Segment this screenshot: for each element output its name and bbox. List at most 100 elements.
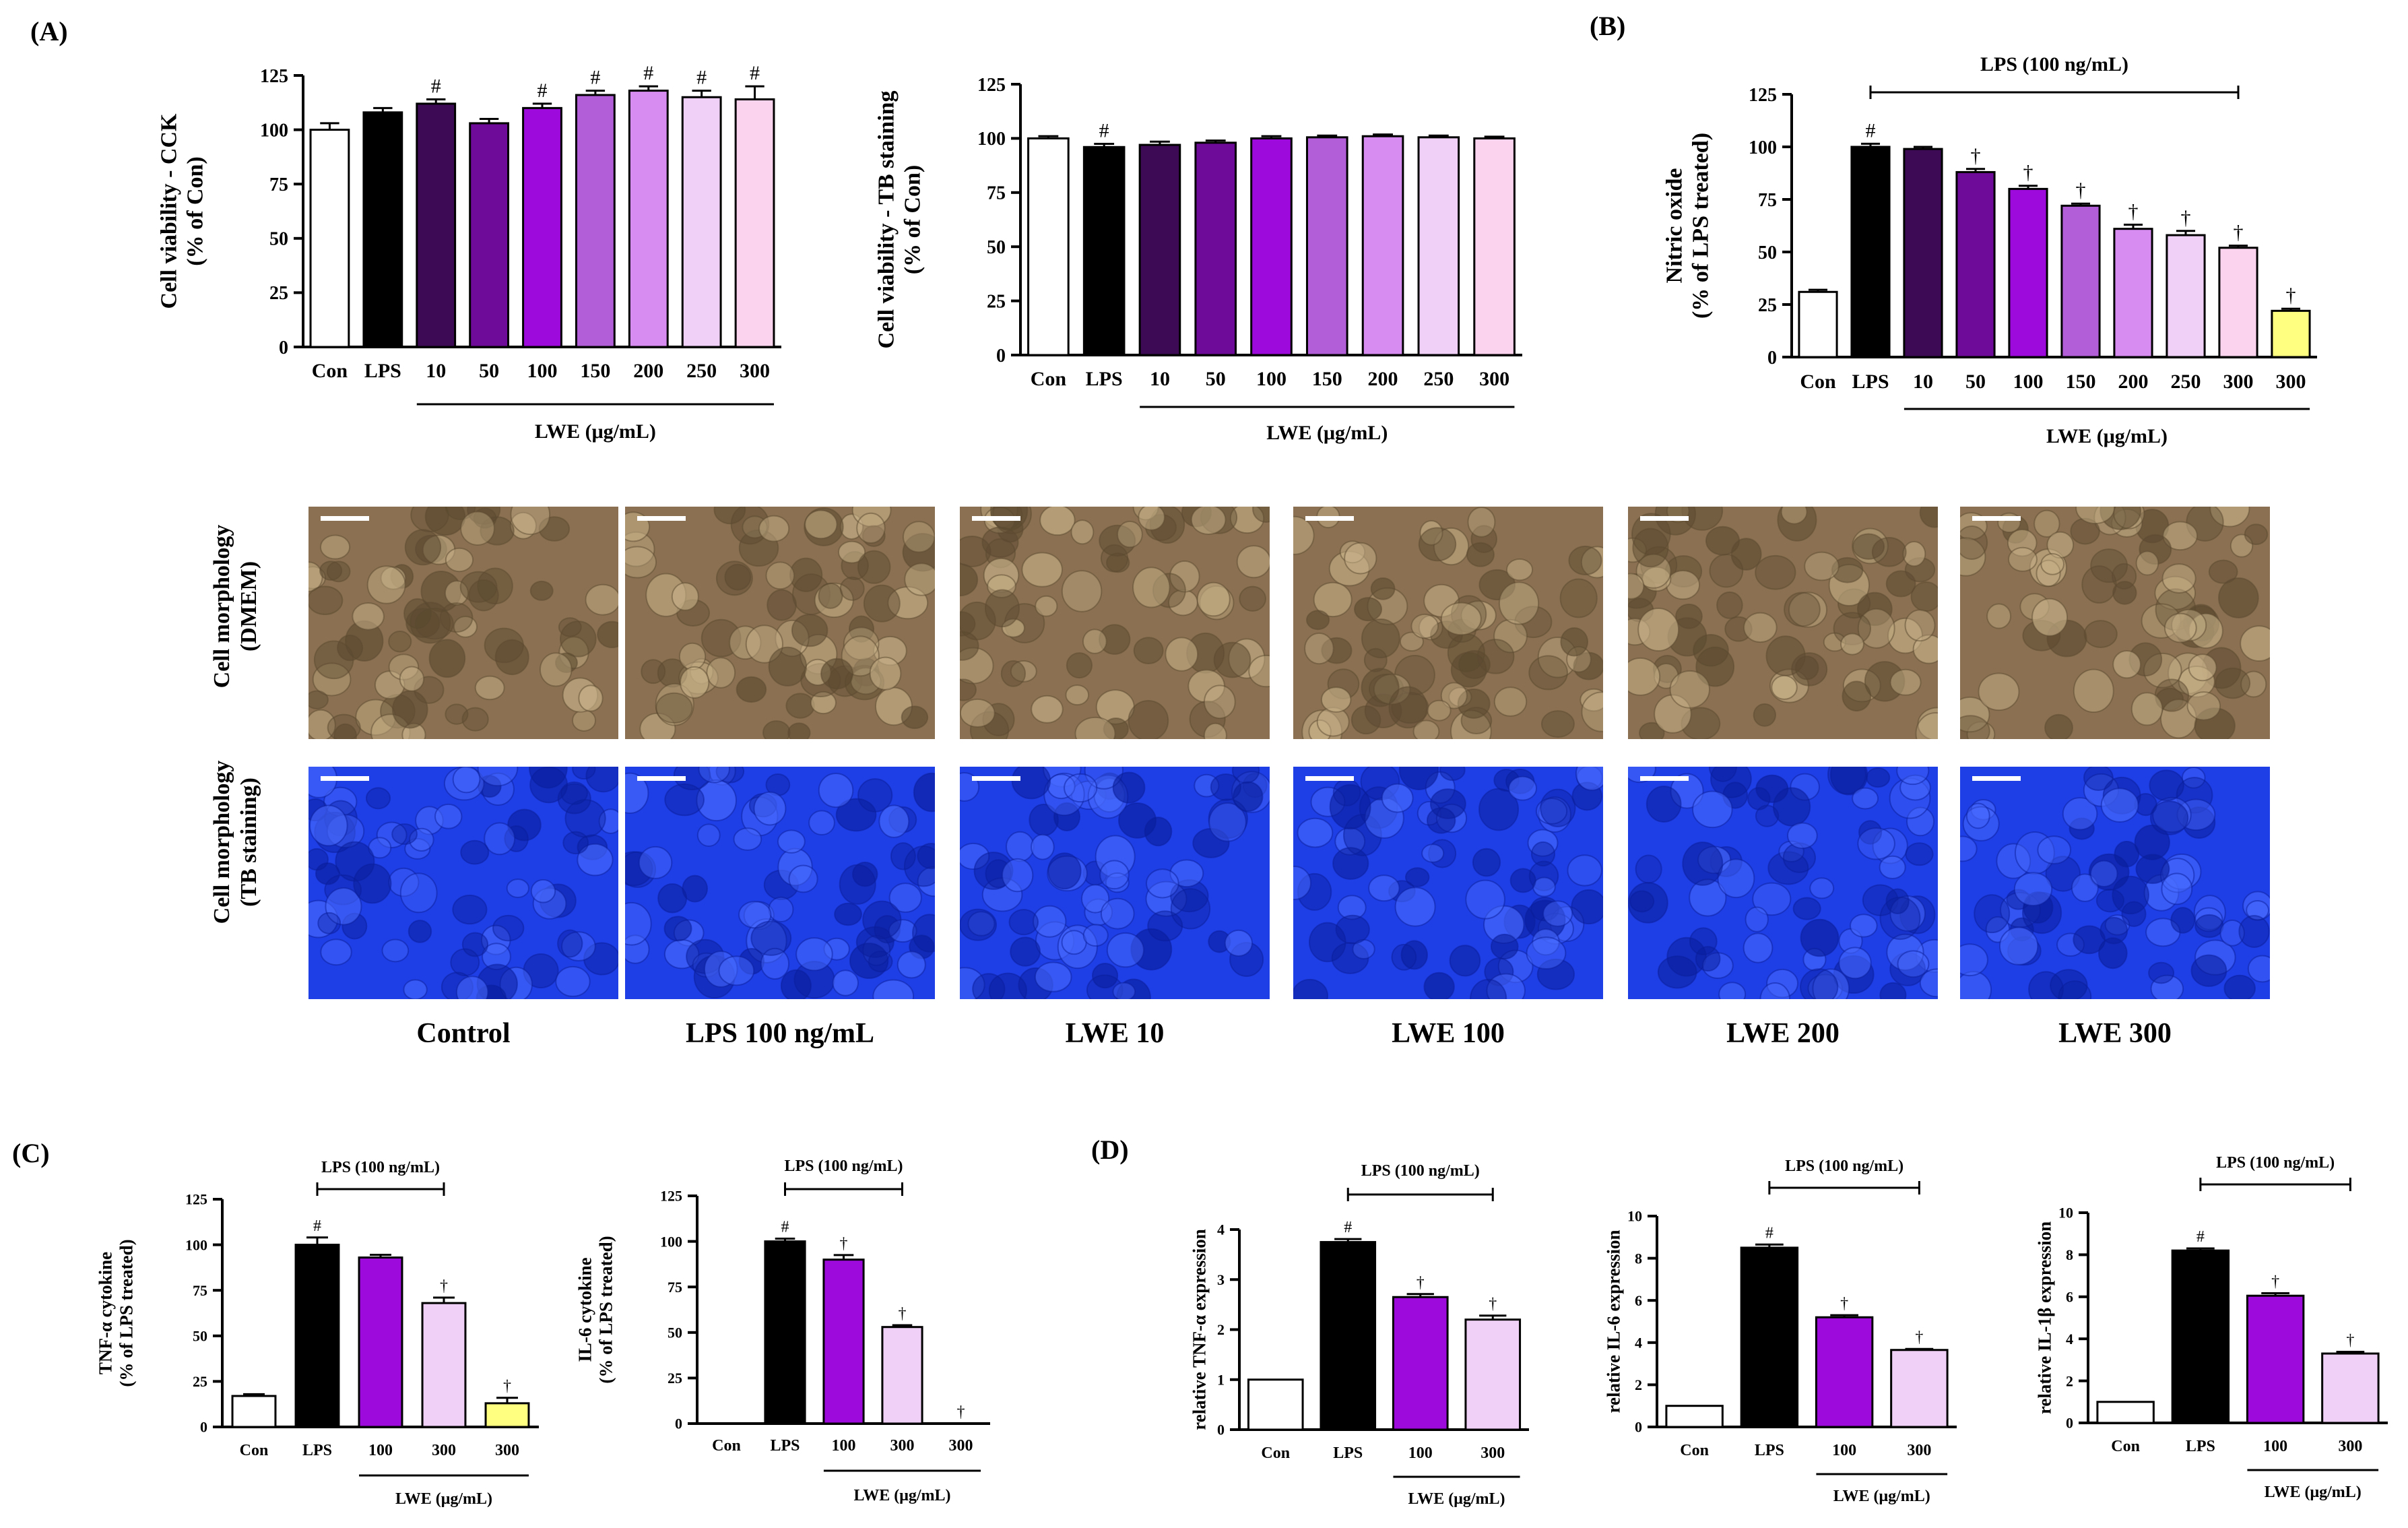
cell	[1196, 581, 1231, 617]
cell	[1879, 855, 1906, 880]
cell	[1831, 556, 1864, 583]
cell	[2161, 563, 2197, 594]
cell	[1293, 978, 1329, 999]
significance-mark: #	[781, 1219, 789, 1236]
cell	[1527, 829, 1559, 857]
significance-mark: †	[2234, 222, 2244, 244]
bar-250	[1417, 136, 1460, 356]
cell	[1540, 710, 1575, 738]
cell	[1313, 581, 1353, 618]
significance-mark: †	[957, 1403, 965, 1421]
cell	[1771, 674, 1798, 700]
cell	[1138, 507, 1165, 531]
cell	[625, 901, 652, 946]
cell	[2155, 588, 2197, 631]
cell	[1031, 833, 1055, 860]
cell	[1965, 802, 1990, 829]
bar-lps	[2171, 1249, 2230, 1424]
cell	[818, 582, 843, 609]
cell	[1960, 537, 1986, 577]
micrograph-cells	[960, 767, 1270, 999]
cell	[2194, 707, 2236, 739]
cell	[2037, 835, 2072, 865]
x-tick-label: 100	[368, 1442, 393, 1459]
cell	[1960, 835, 1978, 862]
cell	[1657, 955, 1697, 989]
bar-lps	[1850, 146, 1891, 358]
cell	[510, 507, 551, 536]
micrograph-dmem-1	[625, 507, 935, 739]
significance-mark: #	[1866, 119, 1876, 141]
cell	[862, 900, 902, 940]
bar-300	[421, 1302, 467, 1428]
cell	[2045, 856, 2081, 892]
y-axis-label: TNF-α cytokine(% of LPS treated)	[95, 1239, 136, 1387]
cell	[1628, 657, 1661, 696]
y-axis-label-line: (% of Con)	[901, 165, 925, 274]
cell	[808, 810, 835, 836]
x-tick-label: 50	[1206, 368, 1226, 390]
cell	[1394, 887, 1436, 927]
y-tick-label: 4	[2066, 1331, 2073, 1347]
cell	[1034, 961, 1072, 992]
y-tick-label: 75	[668, 1279, 682, 1296]
cell	[1540, 788, 1576, 827]
x-tick-label: 200	[1368, 368, 1398, 390]
cell	[1229, 507, 1265, 534]
y-tick-label: 75	[1758, 190, 1777, 211]
bar-50	[1955, 170, 1996, 358]
micrograph-cells	[1628, 767, 1938, 999]
significance-mark: †	[2181, 207, 2191, 229]
cell	[428, 639, 466, 678]
x-tick-label: 300	[432, 1442, 456, 1459]
cell	[777, 829, 806, 854]
cell	[1105, 872, 1130, 893]
bar-300	[2321, 1352, 2380, 1424]
cell	[1493, 618, 1528, 654]
cell	[2223, 974, 2256, 999]
group-label: LWE (μg/mL)	[2265, 1484, 2362, 1501]
bar-100	[522, 106, 562, 348]
cell	[1716, 591, 1743, 619]
cell	[788, 864, 818, 893]
y-axis-label-line: (% of Con)	[183, 156, 208, 265]
x-tick-label: 300	[949, 1437, 973, 1455]
cell	[2219, 919, 2245, 947]
cell	[1005, 831, 1035, 862]
cell	[1571, 889, 1603, 925]
cell	[399, 872, 438, 914]
cell	[696, 823, 721, 848]
cell	[1478, 569, 1516, 601]
cell	[1827, 767, 1867, 795]
cell	[1840, 633, 1864, 656]
cell	[1646, 786, 1682, 823]
cell	[404, 529, 442, 566]
cell	[484, 822, 516, 856]
cell	[960, 698, 996, 728]
cell	[861, 525, 886, 547]
y-tick-label: 50	[1758, 243, 1777, 263]
cell	[583, 942, 618, 976]
micrograph-cells	[625, 507, 935, 739]
x-tick-label: 150	[1312, 368, 1342, 390]
cell	[1320, 687, 1352, 713]
cell	[1752, 882, 1792, 916]
significance-mark: #	[1344, 1219, 1352, 1236]
cell	[529, 767, 568, 804]
cell	[857, 550, 891, 584]
cell	[1490, 933, 1519, 960]
cell	[2097, 937, 2128, 969]
cell	[445, 547, 474, 573]
significance-mark: #	[538, 79, 548, 102]
bar-lps	[1082, 146, 1126, 356]
cell	[901, 705, 929, 730]
cell	[2081, 565, 2117, 604]
cell	[1514, 606, 1553, 639]
micrograph-cells	[308, 767, 618, 999]
cell	[1800, 918, 1840, 957]
lps-bracket-label: LPS (100 ng/mL)	[2216, 1154, 2335, 1172]
cell	[1203, 722, 1227, 739]
cell	[399, 666, 425, 692]
cell	[452, 894, 488, 925]
cell	[1493, 687, 1528, 717]
